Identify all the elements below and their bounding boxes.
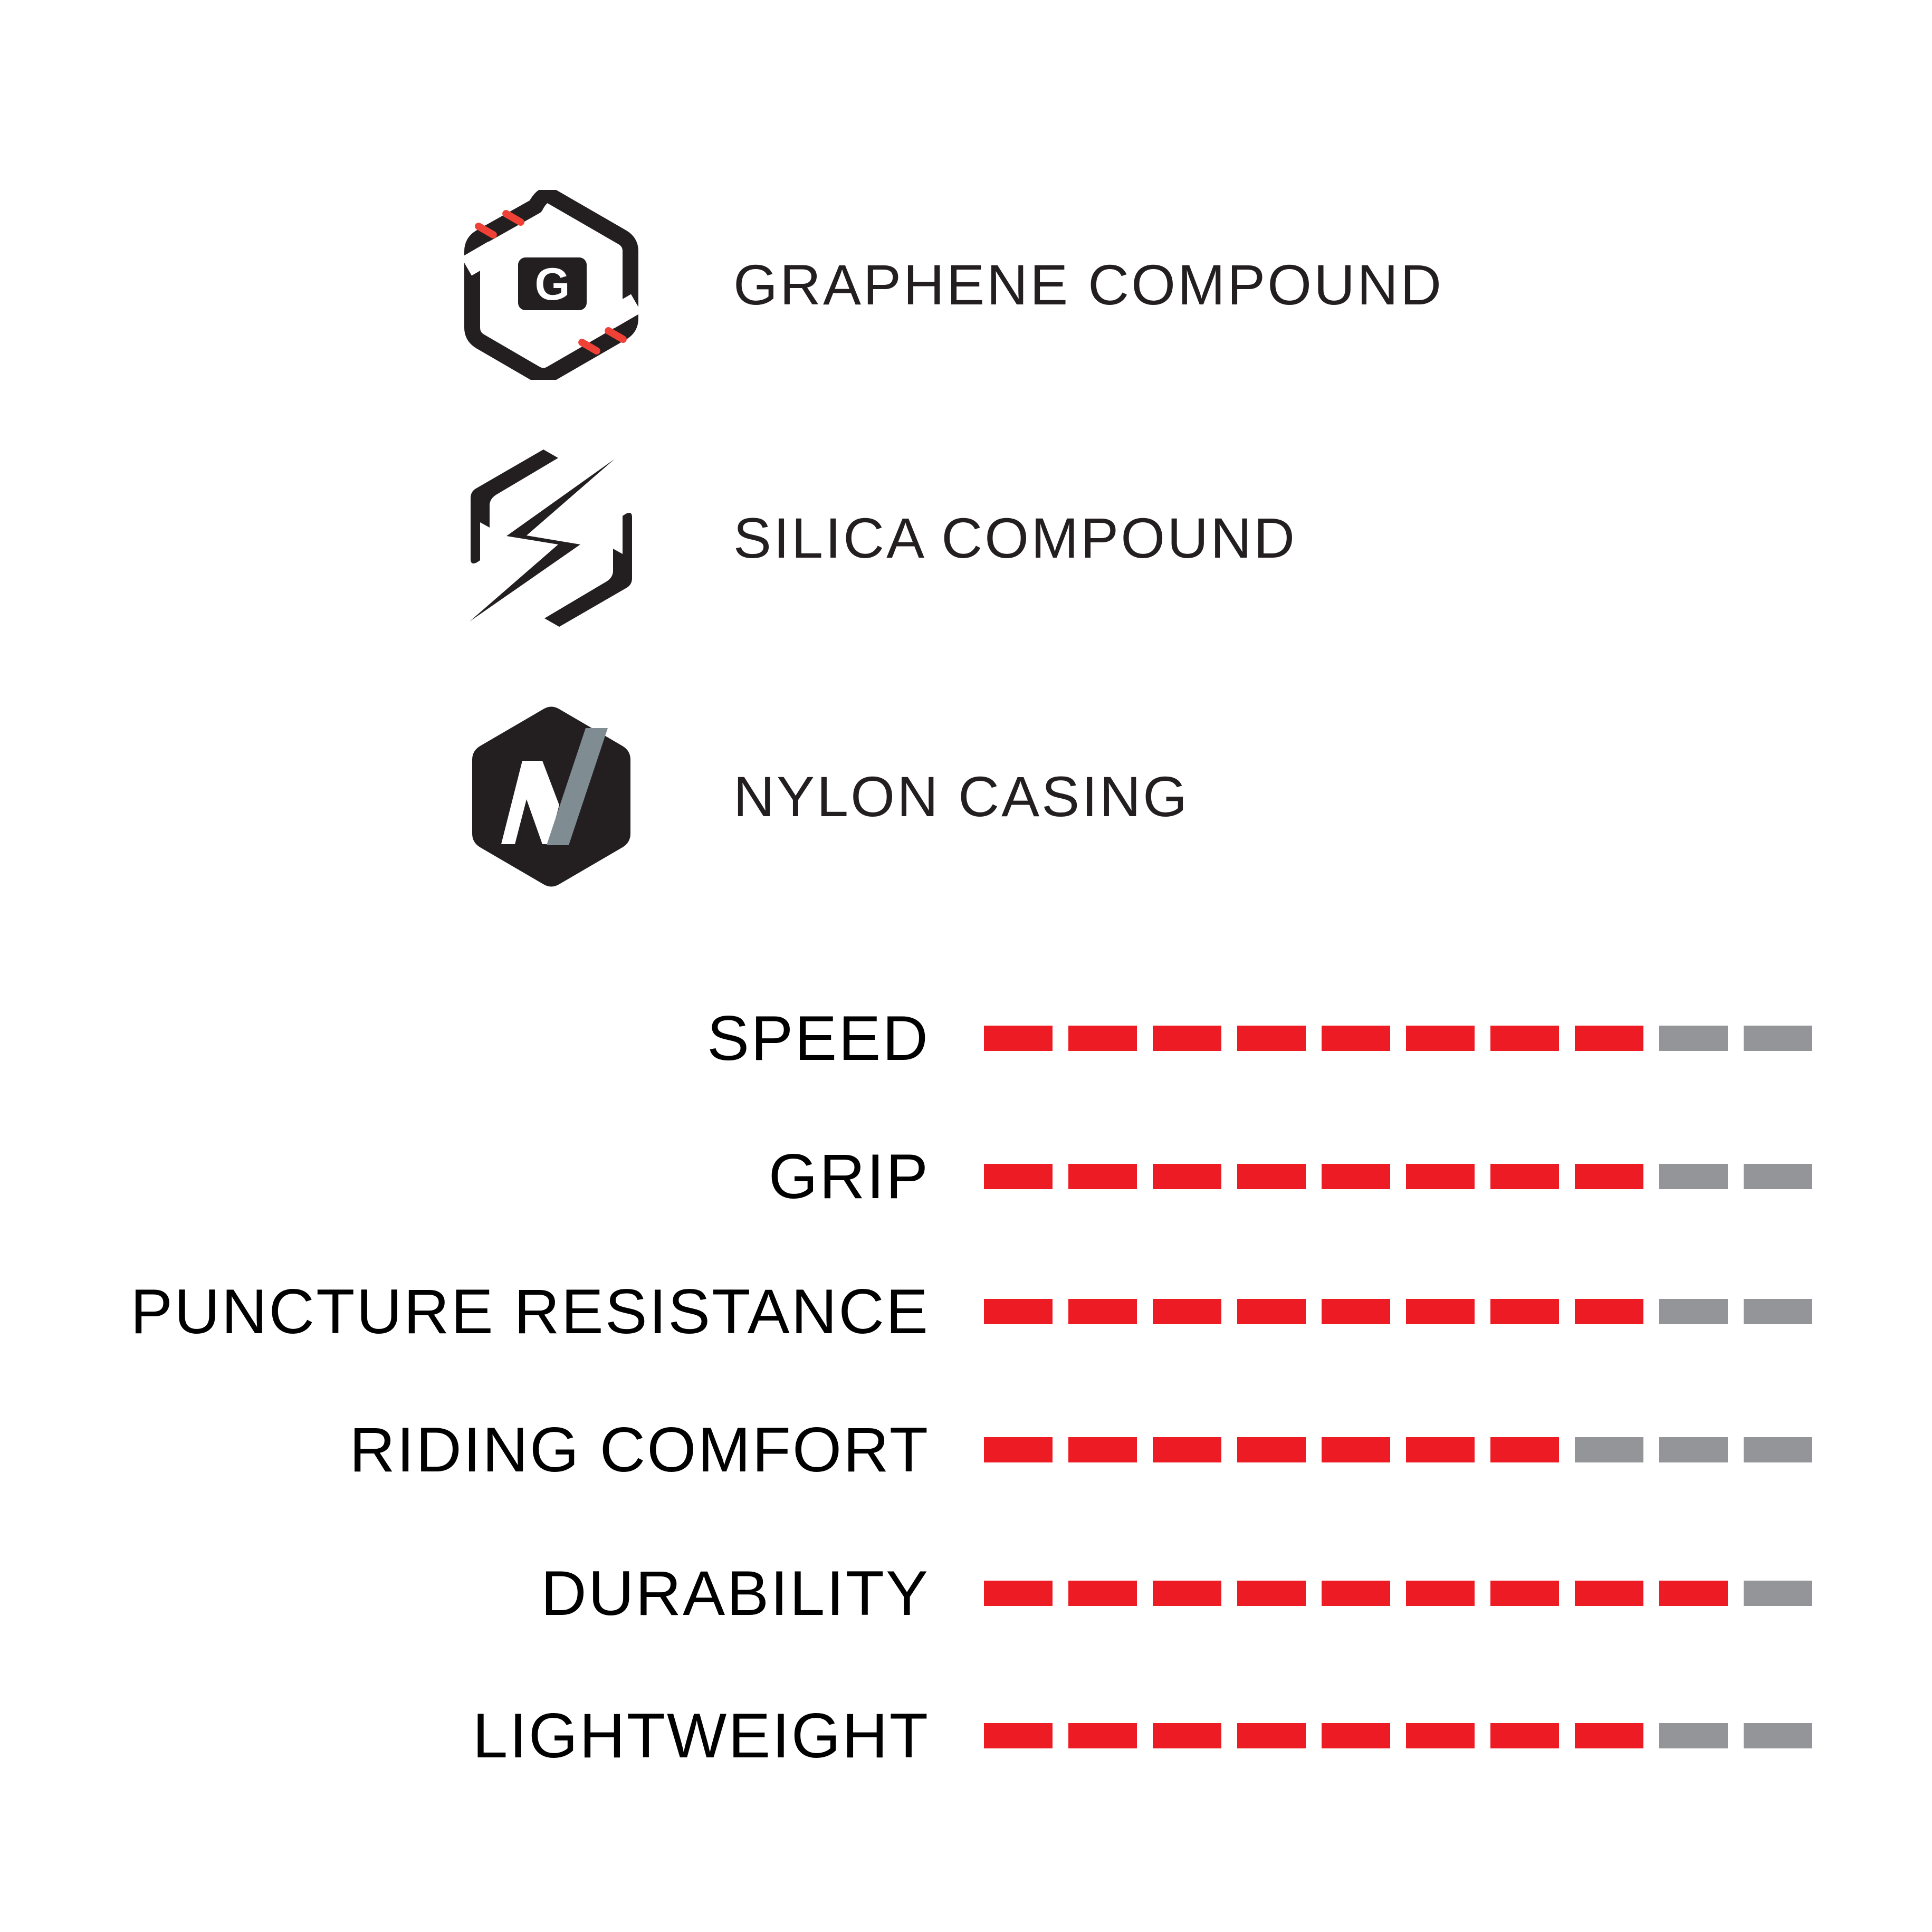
rating-segment-empty xyxy=(1659,1437,1728,1462)
rating-segment-filled xyxy=(984,1723,1053,1748)
rating-segment-filled xyxy=(1068,1026,1137,1051)
rating-segment-filled xyxy=(1068,1299,1137,1324)
rating-segment-empty xyxy=(1744,1581,1812,1606)
rating-segment-filled xyxy=(1322,1026,1390,1051)
rating-segment-filled xyxy=(1153,1437,1221,1462)
rating-segment-filled xyxy=(1575,1299,1643,1324)
rating-row-durability: DURABILITY xyxy=(0,1556,1932,1630)
feature-nylon: NYLON CASING xyxy=(0,702,1932,892)
rating-segment-filled xyxy=(1322,1437,1390,1462)
rating-segment-filled xyxy=(1322,1723,1390,1748)
rating-segment-filled xyxy=(1237,1164,1306,1189)
rating-segments xyxy=(984,1723,1812,1748)
rating-segment-filled xyxy=(1068,1164,1137,1189)
rating-segments xyxy=(984,1026,1812,1051)
rating-segment-empty xyxy=(1744,1437,1812,1462)
rating-segment-filled xyxy=(1575,1164,1643,1189)
rating-row-lightweight: LIGHTWEIGHT xyxy=(0,1699,1932,1773)
rating-segment-filled xyxy=(1322,1299,1390,1324)
rating-segment-filled xyxy=(1153,1581,1221,1606)
rating-segment-empty xyxy=(1744,1164,1812,1189)
rating-segment-filled xyxy=(1406,1299,1475,1324)
rating-bar xyxy=(981,1299,1815,1324)
rating-segments xyxy=(984,1581,1812,1606)
rating-segment-filled xyxy=(1575,1581,1643,1606)
graphene-compound-icon: G xyxy=(464,190,638,380)
rating-segment-filled xyxy=(1068,1581,1137,1606)
rating-bar xyxy=(981,1164,1815,1189)
rating-segment-filled xyxy=(1237,1026,1306,1051)
rating-segment-empty xyxy=(1744,1723,1812,1748)
rating-segment-filled xyxy=(1322,1581,1390,1606)
feature-label: GRAPHENE COMPOUND xyxy=(733,253,1444,317)
rating-bar xyxy=(981,1437,1815,1462)
feature-graphene: G GRAPHENE COMPOUND xyxy=(0,190,1932,380)
rating-segment-filled xyxy=(984,1299,1053,1324)
rating-segment-filled xyxy=(984,1581,1053,1606)
rating-label: SPEED xyxy=(707,1003,930,1074)
rating-segment-filled xyxy=(1659,1581,1728,1606)
rating-segments xyxy=(984,1437,1812,1462)
rating-row-puncture-resistance: PUNCTURE RESISTANCE xyxy=(0,1275,1932,1348)
rating-segment-filled xyxy=(984,1164,1053,1189)
rating-row-grip: GRIP xyxy=(0,1140,1932,1213)
rating-segment-empty xyxy=(1744,1026,1812,1051)
rating-segment-filled xyxy=(1406,1164,1475,1189)
rating-label: DURABILITY xyxy=(541,1558,930,1629)
rating-segment-filled xyxy=(1153,1299,1221,1324)
rating-segment-empty xyxy=(1659,1299,1728,1324)
rating-segment-filled xyxy=(1153,1164,1221,1189)
rating-segment-filled xyxy=(1490,1026,1559,1051)
feature-label: SILICA COMPOUND xyxy=(733,506,1297,570)
rating-segment-filled xyxy=(1068,1723,1137,1748)
rating-segment-empty xyxy=(1575,1437,1643,1462)
rating-segment-filled xyxy=(1406,1437,1475,1462)
svg-text:G: G xyxy=(535,259,570,310)
rating-label: RIDING COMFORT xyxy=(349,1414,930,1485)
rating-segment-empty xyxy=(1659,1164,1728,1189)
rating-label: PUNCTURE RESISTANCE xyxy=(130,1276,930,1347)
rating-segment-filled xyxy=(1237,1299,1306,1324)
rating-segment-filled xyxy=(1490,1723,1559,1748)
rating-segment-filled xyxy=(1490,1437,1559,1462)
rating-segment-filled xyxy=(1237,1581,1306,1606)
rating-label: LIGHTWEIGHT xyxy=(472,1700,930,1771)
rating-segment-filled xyxy=(1575,1723,1643,1748)
rating-bar xyxy=(981,1026,1815,1051)
rating-bar xyxy=(981,1581,1815,1606)
rating-segment-filled xyxy=(1490,1581,1559,1606)
feature-silica: SILICA COMPOUND xyxy=(0,443,1932,633)
rating-segment-empty xyxy=(1659,1026,1728,1051)
rating-label: GRIP xyxy=(768,1141,930,1212)
rating-segments xyxy=(984,1164,1812,1189)
rating-segment-filled xyxy=(1322,1164,1390,1189)
silica-compound-icon xyxy=(464,443,638,633)
rating-segment-filled xyxy=(1406,1026,1475,1051)
rating-segment-empty xyxy=(1659,1723,1728,1748)
nylon-casing-icon xyxy=(464,702,638,892)
rating-bar xyxy=(981,1723,1815,1748)
rating-segment-filled xyxy=(1068,1437,1137,1462)
rating-segment-filled xyxy=(1237,1437,1306,1462)
rating-segment-filled xyxy=(1153,1026,1221,1051)
rating-segment-empty xyxy=(1744,1299,1812,1324)
rating-segment-filled xyxy=(1575,1026,1643,1051)
rating-segment-filled xyxy=(1153,1723,1221,1748)
rating-segments xyxy=(984,1299,1812,1324)
feature-label: NYLON CASING xyxy=(733,764,1190,828)
rating-segment-filled xyxy=(1490,1164,1559,1189)
rating-segment-filled xyxy=(1406,1581,1475,1606)
rating-segment-filled xyxy=(1237,1723,1306,1748)
rating-segment-filled xyxy=(984,1026,1053,1051)
rating-segment-filled xyxy=(1490,1299,1559,1324)
rating-segment-filled xyxy=(1406,1723,1475,1748)
rating-row-riding-comfort: RIDING COMFORT xyxy=(0,1413,1932,1487)
rating-segment-filled xyxy=(984,1437,1053,1462)
rating-row-speed: SPEED xyxy=(0,1001,1932,1075)
